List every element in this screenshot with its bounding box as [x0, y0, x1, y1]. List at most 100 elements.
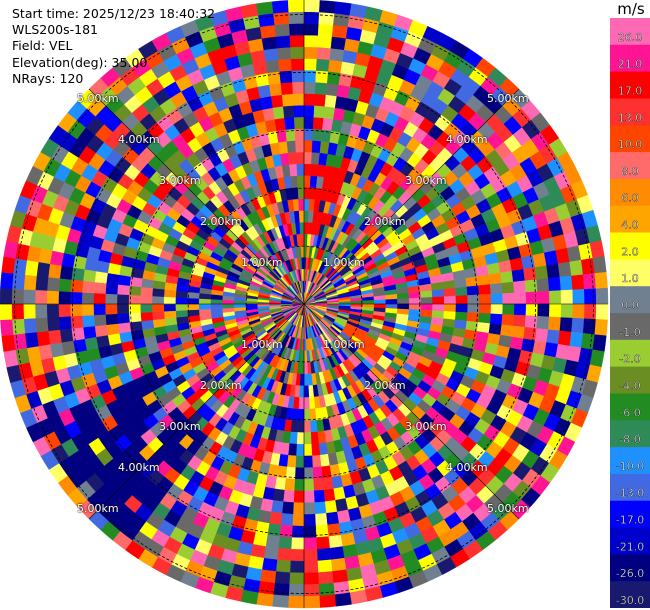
velocity-gate — [70, 279, 84, 293]
velocity-gate — [282, 489, 295, 503]
velocity-gate — [11, 318, 26, 335]
velocity-gate — [106, 323, 120, 336]
velocity-gate — [524, 315, 538, 329]
velocity-gate — [293, 210, 300, 223]
velocity-gate — [303, 163, 312, 176]
velocity-gate — [319, 594, 337, 608]
velocity-gate — [303, 537, 318, 550]
velocity-gate — [303, 175, 311, 188]
velocity-gate — [258, 13, 275, 28]
velocity-gate — [314, 501, 327, 515]
velocity-gate — [278, 140, 289, 155]
velocity-gate — [547, 276, 562, 292]
velocity-gate — [580, 333, 595, 350]
velocity-gate — [534, 265, 549, 280]
velocity-gate — [560, 303, 574, 319]
velocity-gate — [81, 292, 95, 305]
colorbar-tick-label: -17.0 — [616, 514, 644, 527]
velocity-gate — [325, 511, 340, 526]
velocity-gate — [259, 24, 277, 39]
velocity-gate — [0, 271, 14, 289]
colorbar-tick-label: 21.0 — [618, 58, 643, 71]
velocity-gate — [583, 288, 597, 305]
velocity-gate — [274, 571, 291, 585]
velocity-gate — [259, 569, 277, 584]
velocity-gate — [303, 420, 311, 433]
velocity-gate — [303, 595, 321, 609]
velocity-gate — [478, 312, 492, 324]
velocity-gate — [489, 282, 503, 295]
velocity-gate — [513, 314, 527, 328]
velocity-gate — [385, 303, 398, 310]
velocity-gate — [293, 104, 305, 118]
velocity-gate — [0, 319, 14, 337]
velocity-gate — [297, 408, 305, 422]
velocity-gate — [303, 151, 313, 165]
velocity-gate — [186, 297, 200, 305]
velocity-gate — [261, 557, 278, 572]
velocity-gate — [289, 163, 298, 177]
velocity-gate — [498, 259, 513, 274]
velocity-gate — [261, 36, 278, 51]
velocity-gate — [303, 572, 319, 585]
range-ring-label: 3.00km — [159, 174, 201, 187]
velocity-gate — [310, 431, 319, 445]
velocity-gate — [198, 308, 212, 316]
velocity-gate — [292, 513, 305, 527]
velocity-gate — [291, 186, 299, 200]
velocity-gate — [443, 287, 457, 297]
velocity-gate — [35, 317, 49, 333]
velocity-gate — [308, 396, 316, 410]
velocity-gate — [256, 1, 274, 16]
velocity-gate — [210, 303, 223, 310]
velocity-gate — [455, 303, 468, 313]
velocity-gate — [210, 308, 223, 315]
velocity-gate — [82, 268, 97, 283]
velocity-gate — [443, 295, 457, 305]
velocity-gate — [93, 314, 107, 327]
velocity-gate — [303, 548, 318, 562]
velocity-gate — [532, 252, 547, 268]
velocity-gate — [268, 82, 283, 97]
velocity-gate — [47, 263, 62, 279]
velocity-gate — [316, 46, 332, 61]
velocity-gate — [271, 0, 289, 14]
velocity-gate — [61, 340, 76, 356]
velocity-gate — [252, 61, 268, 76]
velocity-gate — [299, 221, 305, 235]
velocity-gate — [140, 303, 153, 313]
velocity-gate — [262, 107, 275, 122]
colorbar-tick-label: 1.0 — [621, 272, 639, 285]
velocity-gate — [318, 582, 335, 597]
velocity-gate — [163, 310, 177, 319]
velocity-gate — [116, 293, 130, 305]
velocity-gate — [420, 290, 433, 299]
velocity-gate — [303, 198, 310, 211]
velocity-gate — [298, 385, 305, 398]
velocity-gate — [408, 297, 422, 305]
velocity-gate — [298, 397, 305, 410]
velocity-gate — [318, 11, 335, 26]
velocity-gate — [311, 443, 321, 457]
velocity-gate — [303, 455, 313, 468]
velocity-gate — [303, 513, 316, 527]
velocity-gate — [316, 547, 332, 562]
velocity-gate — [315, 536, 330, 550]
velocity-gate — [536, 315, 550, 330]
velocity-gate — [303, 23, 319, 36]
velocity-gate — [420, 303, 433, 311]
velocity-gate — [500, 270, 514, 284]
velocity-gate — [513, 280, 527, 294]
velocity-gate — [84, 336, 99, 351]
velocity-gate — [454, 286, 468, 297]
velocity-gate — [23, 303, 36, 319]
velocity-gate — [24, 331, 39, 349]
velocity-gate — [303, 116, 315, 130]
velocity-gate — [303, 186, 311, 200]
velocity-gate — [58, 290, 71, 305]
velocity-gate — [265, 534, 280, 549]
colorbar-tick-label: -2.0 — [619, 353, 640, 366]
colorbar-tick-label: -6.0 — [619, 406, 640, 419]
colorbar-tick-label: 2.0 — [621, 245, 639, 258]
velocity-gate — [263, 47, 279, 62]
